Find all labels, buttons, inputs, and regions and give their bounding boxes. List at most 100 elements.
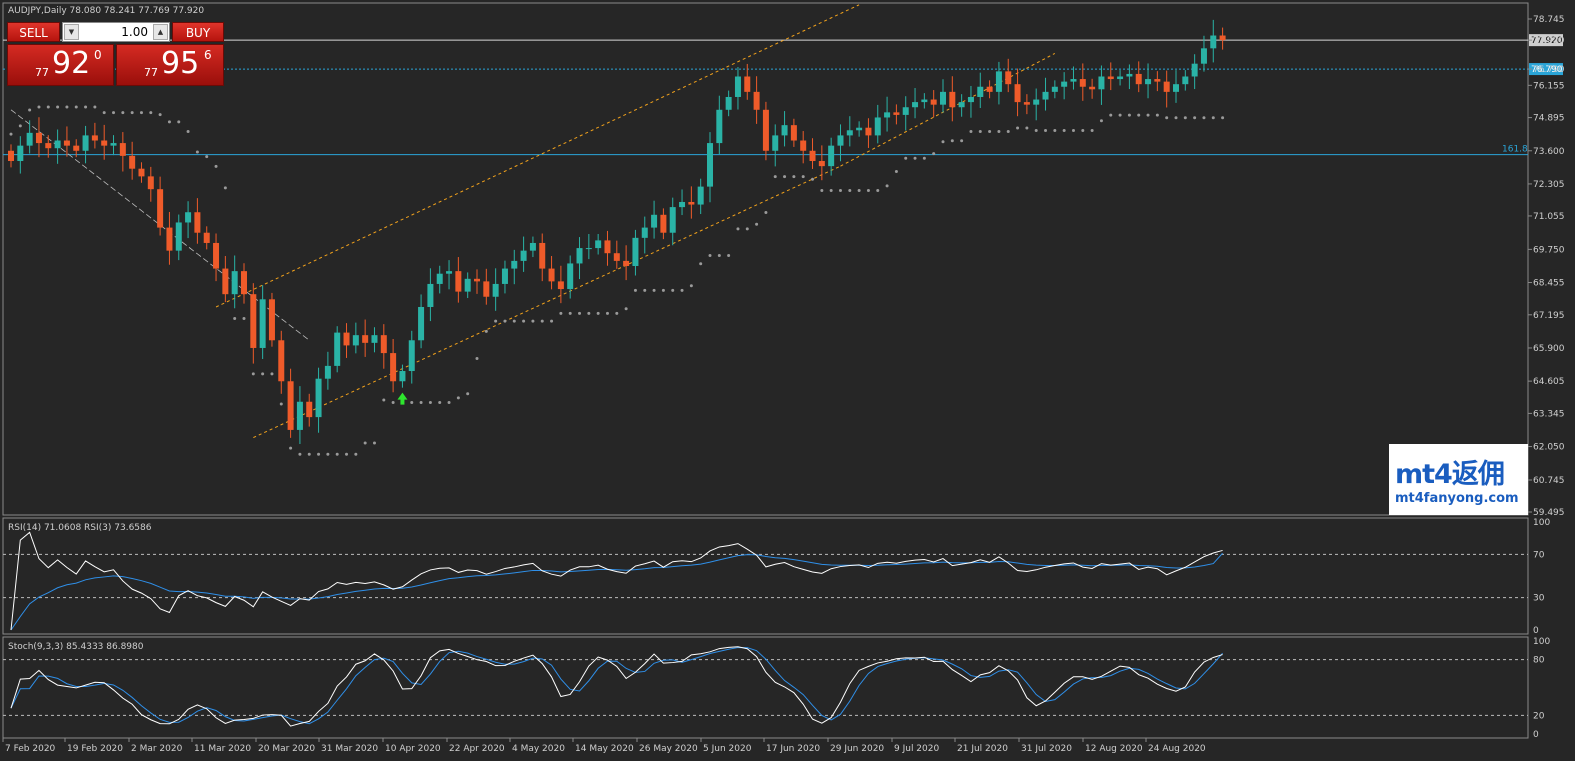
sar-dot: [680, 288, 684, 292]
candle-body: [408, 340, 415, 372]
candle-body: [203, 232, 210, 243]
sar-dot: [596, 311, 600, 315]
candle-body: [1210, 35, 1217, 49]
candle-body: [1191, 63, 1198, 77]
sar-dot: [102, 111, 106, 115]
candle-body: [157, 189, 164, 228]
sar-dot: [1025, 126, 1029, 130]
sar-dot: [46, 105, 50, 109]
sar-dot: [624, 307, 628, 311]
candle-body: [268, 299, 275, 341]
sar-dot: [177, 120, 181, 124]
spin-up-button[interactable]: ▲: [153, 24, 168, 40]
sar-dot: [727, 254, 731, 258]
sar-dot: [922, 156, 926, 160]
sar-dot: [792, 175, 796, 179]
time-tick-label: 29 Jun 2020: [830, 744, 884, 754]
sar-dot: [65, 105, 69, 109]
rsi14-line: [10, 552, 1223, 631]
candle-body: [707, 143, 713, 187]
sar-dot: [578, 311, 582, 315]
chart-markers: [397, 392, 408, 405]
candle-body: [296, 401, 303, 430]
sar-dot: [1109, 113, 1113, 117]
candle-body: [632, 237, 639, 267]
buy-button[interactable]: BUY: [172, 22, 224, 42]
sell-price-pip: 0: [94, 48, 102, 62]
candle-body: [940, 91, 946, 105]
price-tick-label: 73.600: [1533, 147, 1565, 157]
sar-dot: [1193, 116, 1197, 120]
sar-dot: [820, 188, 824, 192]
candle-body: [110, 143, 117, 146]
sar-dot: [764, 210, 768, 214]
sell-price[interactable]: 77 92 0: [7, 44, 114, 86]
sar-dot: [969, 130, 973, 134]
watermark-title: mt4返佣: [1395, 459, 1505, 490]
fibo-level-label: 161.8: [1502, 145, 1528, 155]
candle-body: [874, 117, 881, 136]
sar-dot: [1202, 116, 1206, 120]
buy-price[interactable]: 77 95 6: [116, 44, 224, 86]
candle-body: [613, 253, 620, 261]
sar-dot: [801, 175, 805, 179]
stoch-tick-label: 20: [1533, 711, 1545, 721]
candle-body: [17, 145, 24, 162]
candle-body: [837, 135, 844, 146]
symbol-info: AUDJPY,Daily 78.080 78.241 77.769 77.920: [8, 6, 204, 16]
time-tick-label: 10 Apr 2020: [385, 744, 441, 754]
candle-body: [688, 201, 695, 205]
sar-dot: [755, 222, 759, 226]
sar-dot: [1006, 130, 1010, 134]
rsi-title: RSI(14) 71.0608 RSI(3) 73.6586: [8, 523, 152, 533]
candles[interactable]: [8, 19, 1226, 445]
sar-dot: [428, 401, 432, 405]
price-tick-label: 77.920: [1533, 36, 1565, 46]
candle-body: [697, 186, 704, 205]
resistance-level-tag: [1529, 63, 1563, 76]
candle-body: [567, 263, 574, 290]
sar-dot: [233, 317, 237, 321]
price-channel[interactable]: [10, 4, 1056, 439]
sar-dot: [1081, 129, 1085, 133]
sar-dot: [633, 288, 637, 292]
sar-dot: [270, 372, 274, 376]
candle-body: [1079, 79, 1086, 87]
sar-dot: [885, 184, 889, 188]
channel-lower-line: [253, 165, 841, 439]
sar-dot: [391, 401, 395, 405]
candle-body: [1154, 79, 1161, 82]
main-panel-frame: [2, 2, 1529, 516]
candle-body: [287, 381, 294, 430]
candle-body: [884, 112, 891, 118]
candle-body: [1126, 73, 1133, 77]
price-tick-label: 68.455: [1533, 279, 1565, 289]
candle-body: [781, 125, 788, 136]
candle-body: [800, 140, 807, 151]
price-tick-label: 60.745: [1533, 476, 1565, 486]
price-tick-label: 72.305: [1533, 180, 1565, 190]
sar-dot: [74, 105, 78, 109]
sar-dot: [466, 392, 470, 396]
rsi-indicator: 100 70 30 0: [3, 518, 1550, 636]
candle-body: [446, 271, 453, 274]
sar-dot: [345, 452, 349, 456]
sell-button[interactable]: SELL: [7, 22, 60, 42]
rsi-tick-label: 100: [1533, 518, 1550, 528]
candle-body: [259, 299, 266, 348]
spin-down-button[interactable]: ▼: [64, 24, 79, 40]
candle-body: [604, 240, 611, 254]
candle-body: [241, 271, 247, 295]
buy-price-pip: 6: [204, 48, 212, 62]
candle-body: [380, 335, 387, 354]
sar-dot: [494, 319, 498, 323]
stoch-panel-frame: [2, 636, 1529, 739]
sar-dot: [186, 130, 190, 134]
horizontal-levels[interactable]: 77.920 76.790 161.8: [3, 34, 1563, 156]
lot-size-input[interactable]: ▼ 1.00 ▲: [62, 22, 170, 42]
sar-dot: [195, 150, 199, 154]
sar-dot: [1137, 113, 1141, 117]
price-tick-label: 59.495: [1533, 508, 1565, 518]
sar-dot: [708, 254, 712, 258]
